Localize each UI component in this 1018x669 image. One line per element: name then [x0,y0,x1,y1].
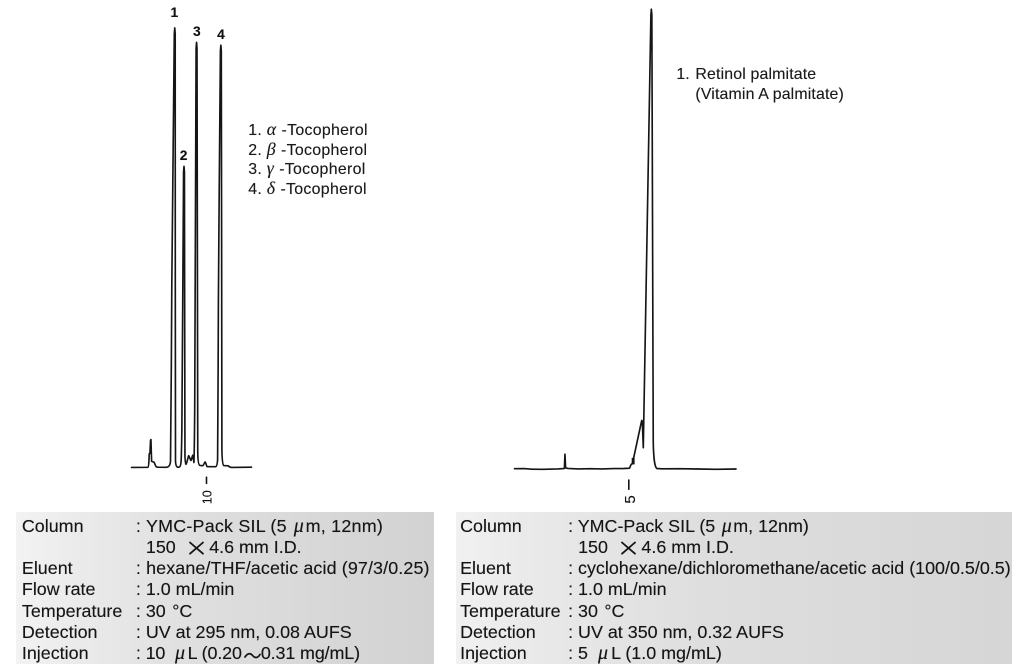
svg-text:10: 10 [200,490,214,504]
svg-text:5: 5 [622,495,639,503]
